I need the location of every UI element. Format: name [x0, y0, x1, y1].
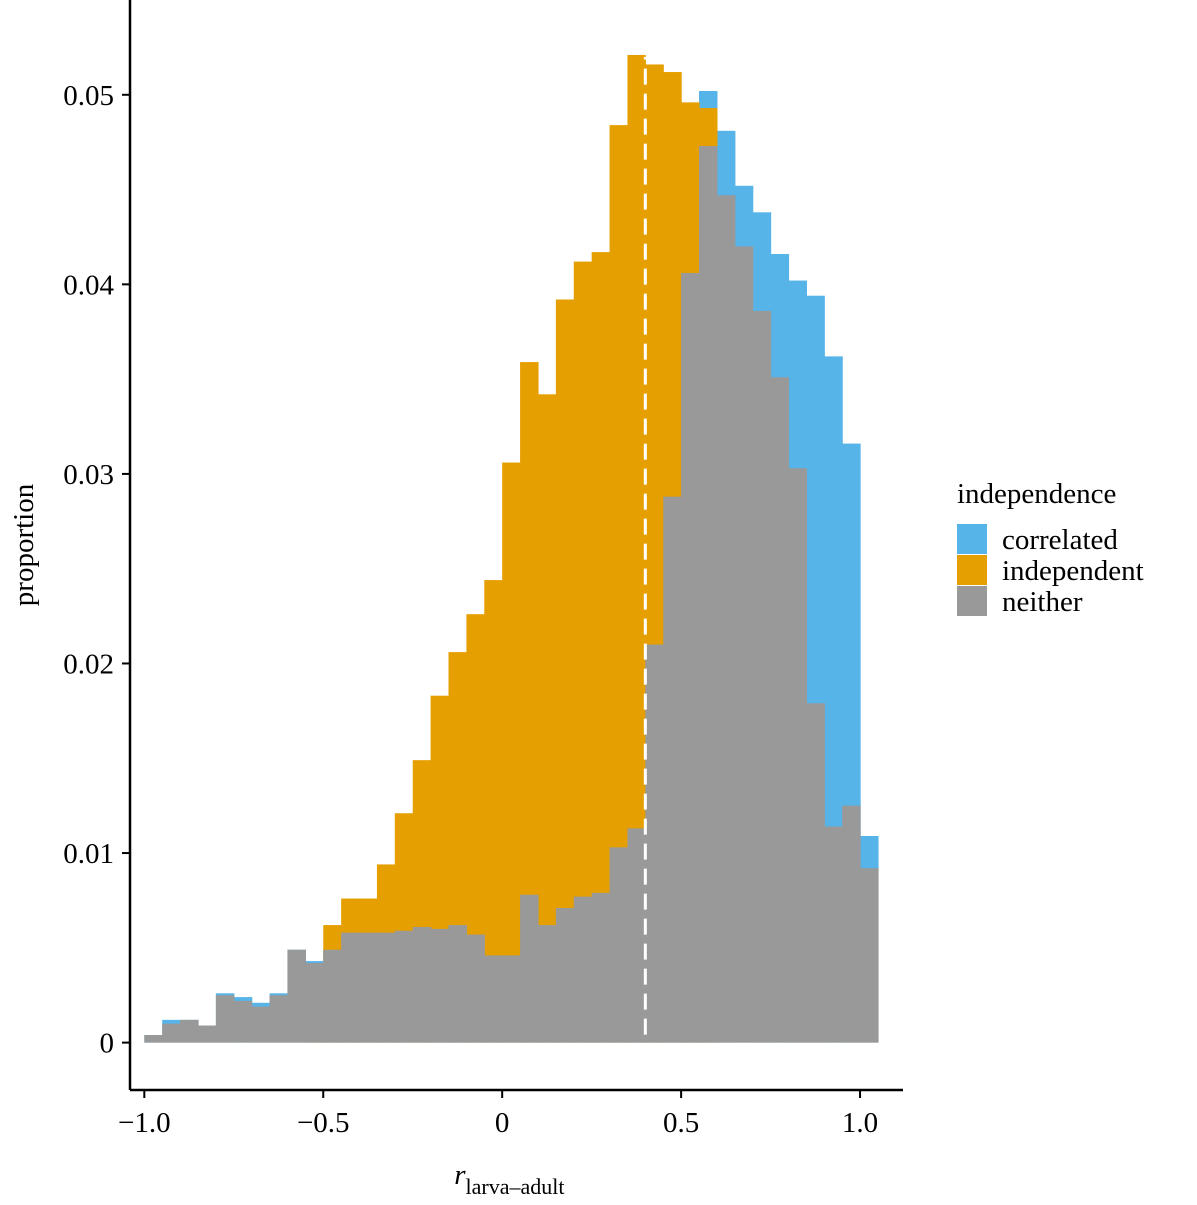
bar-neither-23: [555, 908, 575, 1043]
x-tick-label: −0.5: [297, 1107, 350, 1139]
bar-neither-13: [376, 932, 396, 1043]
bar-neither-33: [734, 246, 754, 1043]
y-axis-title: proportion: [8, 483, 40, 606]
bar-neither-9: [305, 962, 324, 1043]
bar-neither-1: [162, 1023, 181, 1043]
y-tick-label: 0.04: [63, 269, 114, 301]
x-axis-title-subscript: larva–adult: [466, 1174, 565, 1199]
bar-neither-14: [394, 930, 414, 1043]
x-axis-title-main: r: [454, 1159, 466, 1191]
bar-neither-21: [520, 894, 539, 1043]
legend-title: independence: [957, 478, 1116, 510]
x-tick-label: −1.0: [118, 1107, 171, 1139]
bar-neither-3: [198, 1025, 217, 1043]
bar-neither-28: [645, 644, 664, 1043]
bar-neither-4: [215, 995, 235, 1043]
bar-neither-35: [770, 377, 790, 1043]
legend-swatch-neither: [957, 586, 987, 616]
legend-label-neither: neither: [1002, 586, 1083, 618]
legend-label-correlated: correlated: [1002, 524, 1118, 556]
bar-independent-24: [573, 261, 593, 1043]
bar-neither-2: [180, 1019, 199, 1043]
x-tick-label: 0.5: [663, 1107, 699, 1139]
legend-item-independent: independent: [957, 555, 1144, 587]
y-tick-label: 0.03: [63, 459, 114, 491]
bar-neither-20: [502, 955, 521, 1043]
bar-independent-27: [627, 54, 646, 1043]
series-neither: [144, 145, 879, 1043]
bar-neither-30: [681, 272, 700, 1043]
legend-label-independent: independent: [1002, 555, 1144, 587]
x-axis-title: rlarva–adult: [454, 1159, 564, 1199]
bar-neither-25: [591, 892, 611, 1043]
bar-independent-25: [591, 252, 611, 1043]
bar-neither-6: [251, 1006, 271, 1043]
bar-independent-19: [484, 580, 503, 1043]
bar-neither-31: [699, 145, 718, 1043]
bar-neither-22: [537, 925, 557, 1043]
legend-item-neither: neither: [957, 586, 1083, 618]
legend-swatch-independent: [957, 555, 987, 585]
y-tick-label: 0.05: [63, 80, 114, 112]
bar-independent-22: [537, 394, 557, 1043]
bar-neither-16: [430, 928, 450, 1043]
y-tick-label: 0.01: [63, 838, 114, 870]
bar-neither-34: [752, 310, 772, 1043]
bar-neither-39: [842, 805, 861, 1043]
bars-layer: [144, 54, 879, 1043]
bar-neither-10: [323, 949, 342, 1043]
bar-independent-20: [502, 462, 521, 1043]
bar-independent-26: [609, 125, 629, 1043]
bar-independent-21: [520, 362, 539, 1043]
legend-swatch-correlated: [957, 524, 987, 554]
bar-neither-11: [341, 932, 360, 1043]
bar-neither-38: [824, 826, 843, 1043]
legend-item-correlated: correlated: [957, 524, 1118, 556]
bar-neither-27: [627, 828, 646, 1043]
bar-neither-37: [806, 703, 825, 1043]
bar-neither-36: [788, 468, 807, 1043]
y-tick-label: 0: [100, 1028, 115, 1060]
bar-neither-17: [448, 925, 467, 1043]
bar-neither-8: [287, 949, 306, 1043]
bar-neither-40: [860, 868, 879, 1043]
axes-layer: 0 0.01 0.02 0.03 0.04 0.05 −1.0 −0.5 0 0.5 1.0 rlar…: [8, 0, 903, 1199]
x-tick-label: 1.0: [842, 1107, 878, 1139]
bar-neither-26: [609, 847, 629, 1043]
bar-neither-15: [412, 926, 432, 1043]
bar-neither-29: [663, 496, 682, 1043]
bar-neither-7: [269, 995, 289, 1043]
bar-neither-19: [484, 955, 503, 1043]
bar-neither-0: [144, 1035, 163, 1043]
bar-neither-12: [359, 932, 378, 1043]
bar-neither-5: [233, 1000, 253, 1043]
bar-neither-18: [466, 934, 485, 1043]
y-tick-label: 0.02: [63, 648, 114, 680]
bar-independent-23: [555, 299, 575, 1043]
bar-neither-32: [716, 195, 736, 1043]
x-tick-label: 0: [495, 1107, 510, 1139]
bar-neither-24: [573, 896, 593, 1043]
